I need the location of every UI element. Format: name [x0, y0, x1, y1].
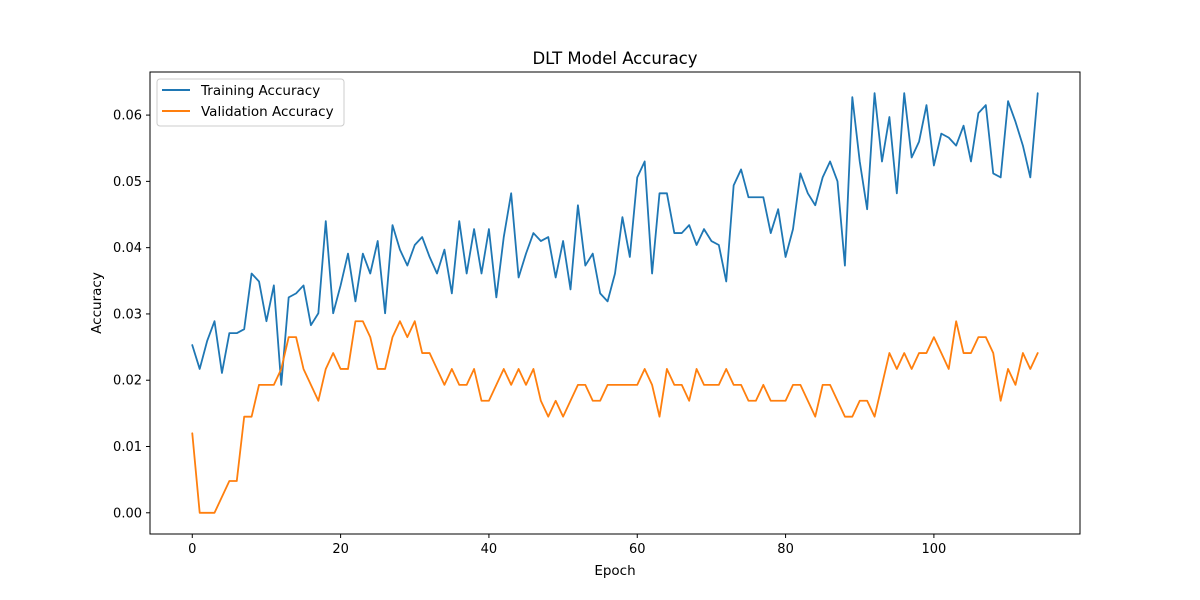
y-tick-label: 0.04 [113, 241, 142, 256]
plot-area [150, 72, 1080, 534]
series-layer [191, 92, 1039, 514]
y-tick-label: 0.05 [113, 175, 142, 190]
legend-box [156, 78, 345, 127]
y-tick-label: 0.01 [113, 440, 142, 455]
x-tick-label: 100 [921, 542, 946, 557]
x-axis-label: Epoch [594, 563, 635, 579]
x-axis-ticks: 0 20 40 60 80 100 [188, 534, 946, 557]
series-line-0 [191, 92, 1039, 386]
y-tick-label: 0.03 [113, 307, 142, 322]
x-tick-label: 20 [332, 542, 349, 557]
y-axis-label: Accuracy [89, 272, 105, 334]
x-tick-label: 80 [777, 542, 794, 557]
y-axis-ticks: 0.00 0.01 0.02 0.03 0.04 0.05 0.06 [113, 109, 150, 521]
x-tick-label: 0 [188, 542, 196, 557]
legend-label-validation: Validation Accuracy [201, 104, 334, 120]
x-tick-label: 60 [629, 542, 646, 557]
legend: Training Accuracy Validation Accuracy [156, 78, 345, 127]
y-tick-label: 0.00 [113, 506, 142, 521]
x-tick-label: 40 [481, 542, 498, 557]
legend-label-training: Training Accuracy [200, 83, 320, 99]
y-tick-label: 0.06 [113, 109, 142, 124]
y-tick-label: 0.02 [113, 374, 142, 389]
series-line-1 [191, 320, 1039, 514]
chart-title: DLT Model Accuracy [532, 49, 697, 68]
plot-frame [149, 71, 1081, 535]
